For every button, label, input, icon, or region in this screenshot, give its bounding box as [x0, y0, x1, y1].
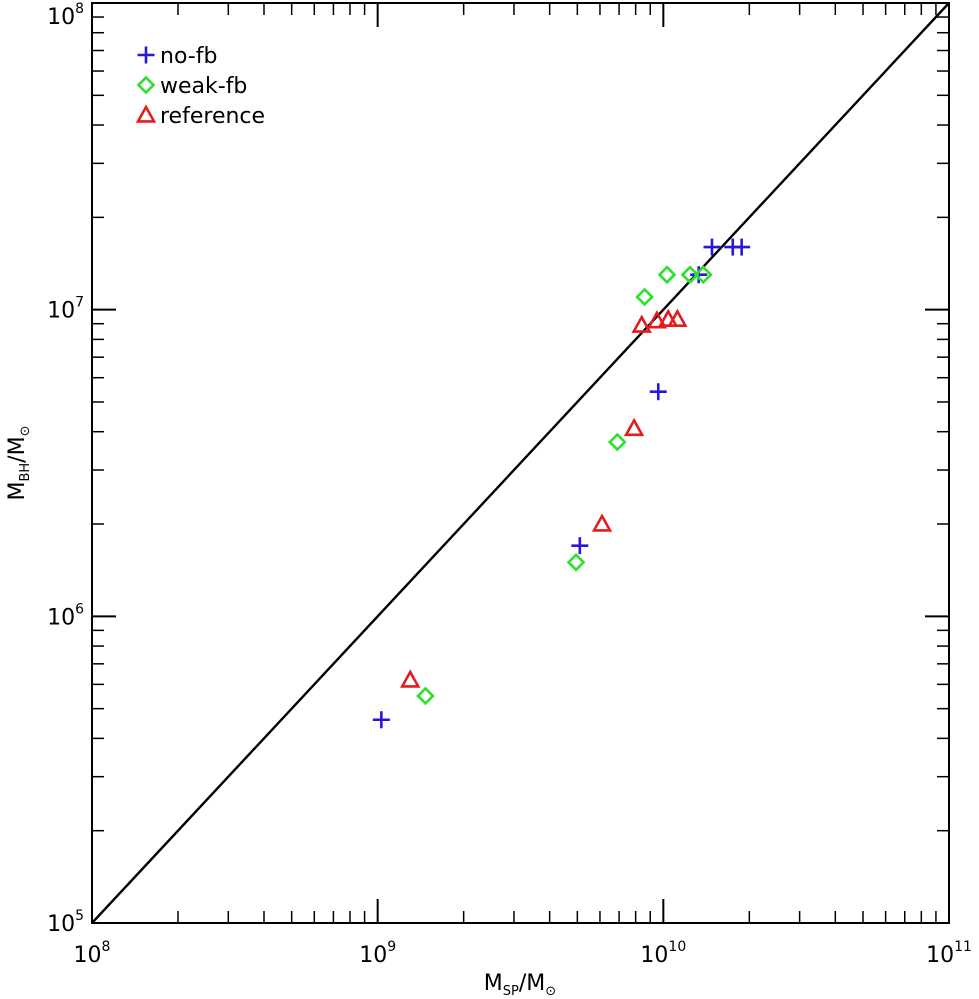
- point-weak-fb: [657, 265, 677, 285]
- one-to-one-line: [91, 2, 950, 924]
- point-weak-fb: [693, 265, 713, 285]
- x-tick-label-exponent: 10: [668, 939, 686, 955]
- point-no-fb: [571, 537, 589, 555]
- y-tick-label-exponent: 7: [75, 295, 84, 311]
- x-tick-labels: 108 109 1010 1011: [74, 939, 972, 968]
- major-ticks: [91, 2, 950, 924]
- point-weak-fb: [566, 552, 586, 572]
- x-tick-label: 108: [74, 939, 111, 968]
- x-tick-label-base: 10: [359, 943, 387, 968]
- point-reference: [400, 669, 421, 688]
- y-tick-label: 107: [47, 295, 84, 324]
- x-tick-label-base: 10: [74, 943, 102, 968]
- minor-ticks: [92, 3, 949, 923]
- y-tick-label: 108: [47, 1, 84, 30]
- point-reference: [646, 310, 668, 329]
- y-tick-label-exponent: 6: [75, 601, 84, 617]
- point-reference: [623, 417, 645, 437]
- x-tick-label-exponent: 9: [387, 939, 396, 955]
- point-reference: [631, 314, 652, 333]
- x-axis-title-sep: /M: [519, 971, 545, 996]
- y-axis-title-sub: BH: [18, 463, 33, 482]
- y-tick-label: 106: [47, 601, 84, 630]
- legend: no-fb weak-fb reference: [135, 44, 265, 129]
- point-no-fb: [649, 383, 667, 401]
- x-axis-title-sun-symbol: ⊙: [545, 984, 556, 999]
- point-weak-fb: [635, 287, 654, 307]
- y-tick-label-base: 10: [47, 5, 75, 30]
- point-weak-fb: [607, 432, 627, 452]
- x-tick-label-exponent: 8: [102, 939, 111, 955]
- x-tick-label-exponent: 11: [954, 939, 972, 955]
- x-tick-label: 109: [359, 939, 396, 968]
- y-tick-label: 105: [47, 908, 84, 937]
- y-tick-label-base: 10: [47, 299, 75, 324]
- point-weak-fb: [416, 686, 435, 706]
- legend-marker-no-fb: [137, 46, 155, 64]
- legend-marker-weak-fb: [136, 75, 156, 95]
- y-tick-label-exponent: 5: [75, 908, 84, 924]
- legend-label-reference: reference: [160, 104, 265, 129]
- point-reference: [591, 513, 613, 532]
- x-axis-title: MSP/M⊙: [484, 971, 556, 999]
- x-tick-label: 1011: [926, 939, 972, 968]
- point-no-fb: [703, 238, 721, 256]
- plot-frame: [91, 2, 950, 924]
- point-reference: [667, 308, 688, 328]
- y-tick-label-exponent: 8: [75, 1, 84, 17]
- point-no-fb: [733, 238, 751, 256]
- x-tick-label: 1010: [640, 939, 686, 968]
- point-weak-fb: [680, 265, 700, 285]
- y-axis-title-sun-symbol: ⊙: [18, 426, 33, 437]
- y-axis-title: MBH/M⊙: [5, 426, 33, 501]
- legend-label-no-fb: no-fb: [160, 44, 217, 69]
- y-axis-title-main: M: [5, 482, 30, 501]
- x-tick-label-base: 10: [926, 943, 954, 968]
- point-no-fb: [372, 711, 390, 729]
- legend-marker-reference: [135, 104, 157, 123]
- y-axis-title-sep: /M: [5, 436, 30, 462]
- y-tick-label-base: 10: [47, 912, 75, 937]
- legend-label-weak-fb: weak-fb: [160, 74, 247, 99]
- x-tick-label-base: 10: [640, 943, 668, 968]
- x-axis-title-main: M: [484, 971, 503, 996]
- x-axis-title-sub: SP: [503, 984, 519, 999]
- data-points: [372, 238, 751, 729]
- y-tick-label-base: 10: [47, 605, 75, 630]
